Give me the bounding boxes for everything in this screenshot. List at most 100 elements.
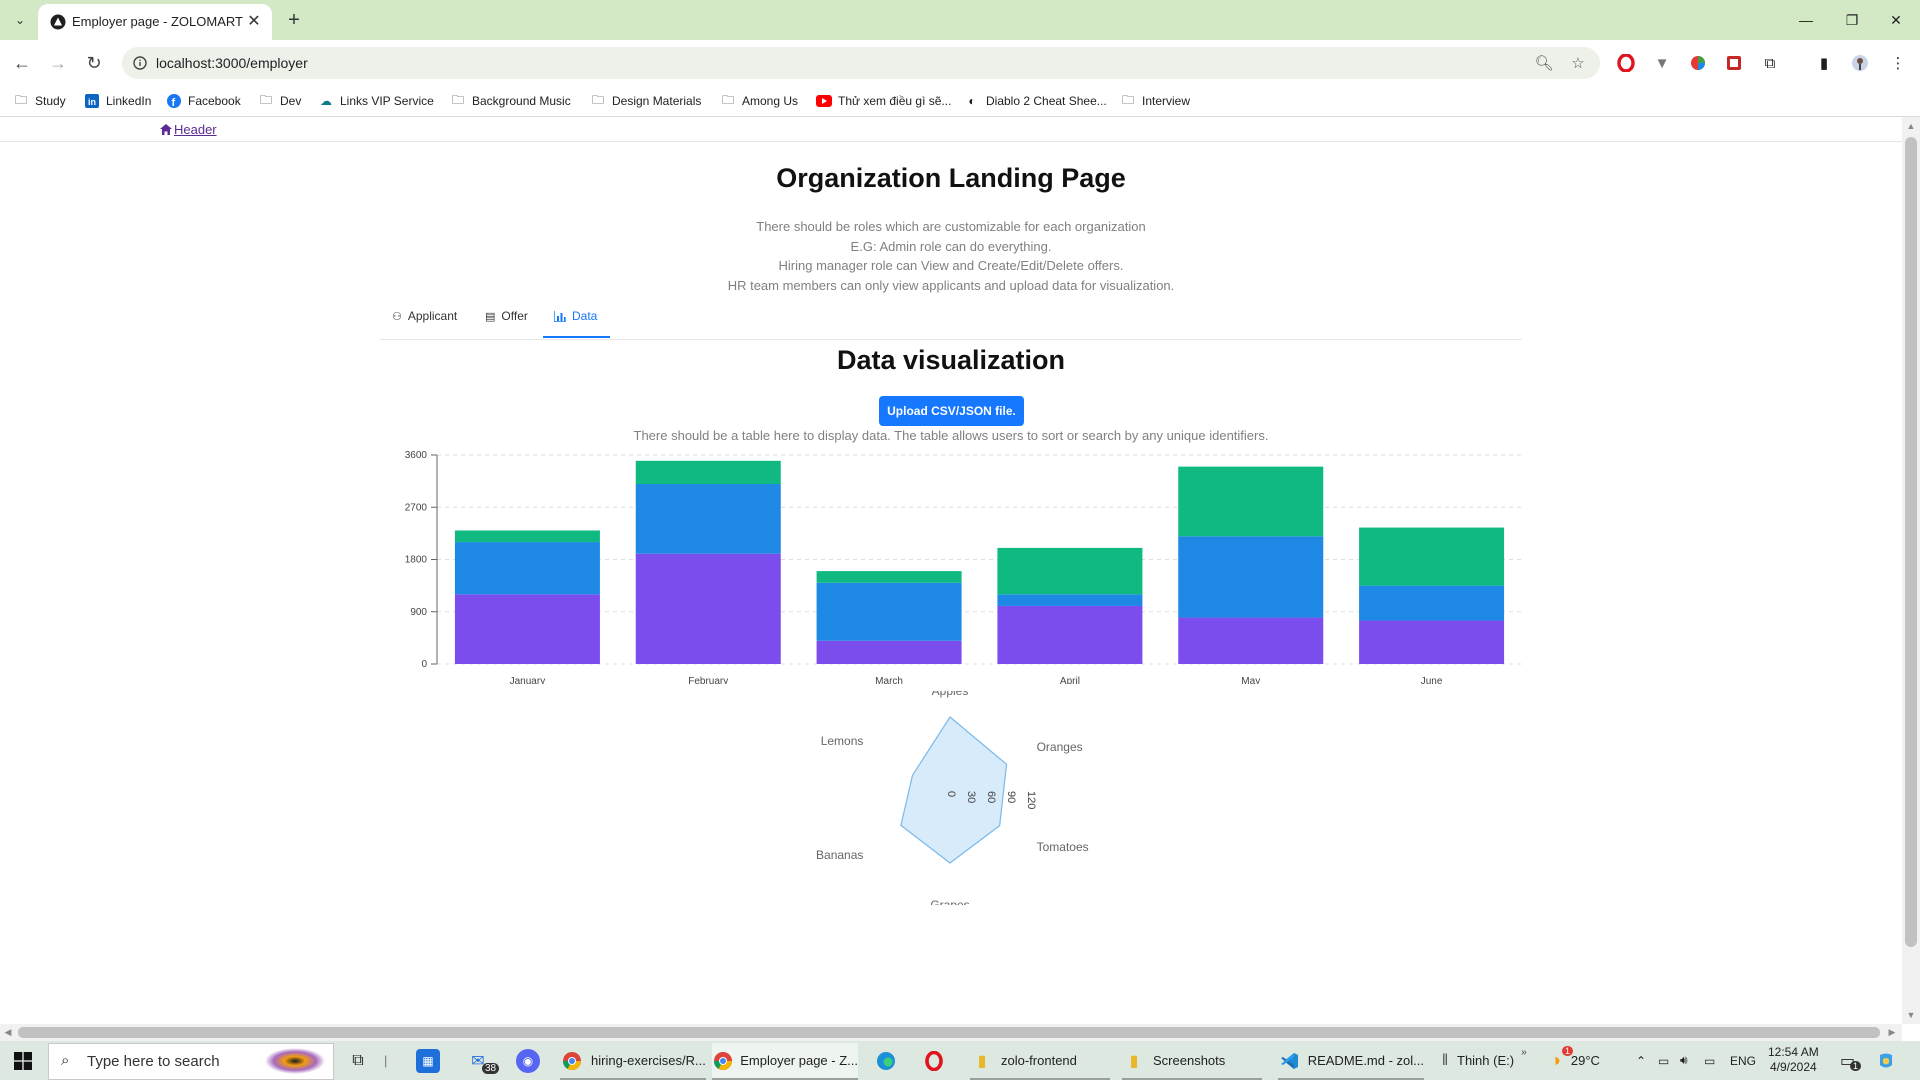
radar-area[interactable] <box>900 716 1008 864</box>
header-home-link[interactable]: Header <box>160 122 217 137</box>
bookmark-linkedin[interactable]: in LinkedIn <box>84 91 151 111</box>
tab-data[interactable]: Data <box>554 294 597 338</box>
tray-network-icon[interactable]: ▭ <box>1704 1053 1716 1068</box>
reload-icon[interactable]: ↻ <box>86 52 102 73</box>
bookmark-diablo-2-cheat-sheet[interactable]: ◐ Diablo 2 Cheat Shee... <box>964 91 1106 111</box>
restore-window-button[interactable]: ❐ <box>1845 11 1859 28</box>
browser-tab-active[interactable]: Employer page - ZOLOMART ✕ <box>38 4 272 40</box>
bar-segment[interactable] <box>997 547 1143 595</box>
tab-search-dropdown-button[interactable]: ⌄ <box>14 13 26 27</box>
color-picker-extension-icon[interactable] <box>1686 51 1710 75</box>
bar-segment[interactable] <box>1359 527 1505 586</box>
horizontal-scroll-thumb[interactable] <box>18 1027 1880 1038</box>
taskbar-vscode-readme[interactable]: README.md - zol... <box>1278 1043 1424 1080</box>
bar-segment[interactable] <box>1178 536 1324 618</box>
new-tab-button[interactable]: + <box>288 8 300 31</box>
show-hidden-icons-chevron-icon[interactable]: ⌃ <box>1636 1053 1647 1068</box>
extensions-puzzle-icon[interactable]: ⧉ <box>1764 54 1776 72</box>
tab-applicant[interactable]: ⚇ Applicant <box>392 309 458 323</box>
scroll-down-arrow-icon[interactable]: ▼ <box>1906 1010 1916 1020</box>
folder-icon: 🗀 <box>721 92 734 107</box>
bar-segment[interactable] <box>454 542 600 595</box>
site-info-icon[interactable] <box>130 53 150 73</box>
bar-segment[interactable] <box>1178 466 1324 537</box>
minimize-window-button[interactable]: — <box>1799 12 1813 28</box>
tray-volume-icon[interactable]: 🔊︎ <box>1680 1053 1688 1067</box>
copilot-icon[interactable] <box>1876 1043 1896 1078</box>
screenshot-extension-icon[interactable] <box>1722 51 1746 75</box>
address-bar[interactable]: localhost:3000/employer 🔍︎ ☆ <box>122 47 1600 79</box>
bookmark-folder-dev[interactable]: 🗀 Dev <box>259 92 302 109</box>
bar-segment[interactable] <box>635 460 781 485</box>
radar-tick-label: 60 <box>985 791 997 803</box>
mail-badge: 38 <box>482 1063 500 1074</box>
folder-icon: 🗀 <box>259 92 272 107</box>
bookmark-links-vip-service[interactable]: ☁ Links VIP Service <box>320 94 434 108</box>
x-tick-label: April <box>1060 676 1080 684</box>
bookmark-folder-among-us[interactable]: 🗀 Among Us <box>721 92 799 109</box>
y-tick-label: 0 <box>421 659 427 670</box>
scroll-up-arrow-icon[interactable]: ▲ <box>1906 121 1916 131</box>
upload-file-button[interactable]: Upload CSV/JSON file. <box>879 396 1024 426</box>
close-window-button[interactable]: ✕ <box>1890 11 1902 28</box>
edge-icon[interactable] <box>874 1043 898 1078</box>
bar-segment[interactable] <box>454 530 600 543</box>
bookmark-facebook[interactable]: f Facebook <box>166 91 241 111</box>
user-add-icon: ⚇ <box>392 310 402 323</box>
y-tick-label: 1800 <box>405 555 428 566</box>
bar-segment[interactable] <box>816 582 962 641</box>
taskbar-drive-thinh[interactable]: ‖ Thinh (E:) » <box>1440 1043 1527 1078</box>
scroll-left-arrow-icon[interactable]: ◀ <box>4 1026 12 1037</box>
zoom-magnifier-icon[interactable]: 🔍︎ <box>1534 55 1554 72</box>
side-panel-icon[interactable]: ▮ <box>1819 55 1829 72</box>
bar-segment[interactable] <box>1359 620 1505 664</box>
input-language[interactable]: ENG <box>1730 1053 1757 1068</box>
bar-segment[interactable] <box>454 594 600 664</box>
bar-segment[interactable] <box>816 571 962 583</box>
bar-segment[interactable] <box>1178 617 1324 664</box>
vertical-scroll-thumb[interactable] <box>1905 137 1917 947</box>
back-arrow-icon[interactable]: ← <box>13 52 31 73</box>
bookmark-folder-study[interactable]: 🗀 Study <box>14 92 66 109</box>
bar-segment[interactable] <box>816 640 962 664</box>
radar-tick-label: 90 <box>1005 791 1017 803</box>
system-clock[interactable]: 12:54 AM 4/9/2024 <box>1768 1045 1819 1074</box>
windows-start-icon[interactable] <box>10 1048 36 1074</box>
folder-icon: ▮ <box>1129 1052 1139 1070</box>
discord-icon[interactable]: ◉ <box>516 1043 540 1078</box>
task-view-icon[interactable]: ⧉ <box>352 1051 364 1069</box>
tab-close-icon[interactable]: ✕ <box>247 13 261 30</box>
profile-avatar-icon[interactable] <box>1848 51 1872 75</box>
y-tick-label: 2700 <box>405 502 428 513</box>
bookmark-folder-background-music[interactable]: 🗀 Background Music <box>451 92 571 109</box>
bar-segment[interactable] <box>997 594 1143 606</box>
microsoft-store-icon[interactable]: ▦ <box>416 1043 440 1078</box>
opera-icon[interactable] <box>922 1043 946 1078</box>
bar-segment[interactable] <box>635 484 781 554</box>
scroll-right-arrow-icon[interactable]: ▶ <box>1888 1026 1896 1037</box>
bookmark-folder-design-materials[interactable]: 🗀 Design Materials <box>591 92 702 109</box>
taskbar-chrome-employer-page[interactable]: Employer page - Z... <box>712 1043 858 1080</box>
forward-arrow-icon[interactable]: → <box>49 52 67 73</box>
bar-segment[interactable] <box>1359 585 1505 621</box>
notification-center-icon[interactable]: ▭ 1 <box>1840 1043 1862 1078</box>
browser-menu-icon[interactable]: ⋮ <box>1890 55 1906 72</box>
mail-icon[interactable]: ✉ 38 <box>466 1043 500 1078</box>
drive-divider-icon: ‖ <box>1441 1051 1449 1069</box>
bookmark-star-icon[interactable]: ☆ <box>1571 55 1585 72</box>
folder-icon: 🗀 <box>1121 92 1134 107</box>
tray-battery-icon[interactable]: ▭ <box>1658 1053 1670 1068</box>
search-highlight-image-icon <box>265 1048 325 1074</box>
bookmark-youtube[interactable]: Thử xem điều gì sẽ... <box>816 91 951 111</box>
taskbar-search-box[interactable]: ⌕ Type here to search <box>48 1043 334 1080</box>
bar-segment[interactable] <box>635 553 781 664</box>
weather-widget[interactable]: ◑ 1 29°C <box>1550 1046 1600 1070</box>
bookmark-folder-interview[interactable]: 🗀 Interview <box>1121 92 1191 109</box>
tab-offer[interactable]: ▤ Offer <box>485 309 528 323</box>
taskbar-explorer-screenshots[interactable]: ▮ Screenshots <box>1122 1043 1262 1080</box>
opera-extension-icon[interactable] <box>1614 51 1638 75</box>
vue-devtools-extension-icon[interactable]: ▼ <box>1654 54 1670 72</box>
bar-segment[interactable] <box>997 605 1143 664</box>
taskbar-chrome-hiring-exercises[interactable]: hiring-exercises/R... <box>560 1043 706 1080</box>
taskbar-explorer-zolo-frontend[interactable]: ▮ zolo-frontend <box>970 1043 1110 1080</box>
